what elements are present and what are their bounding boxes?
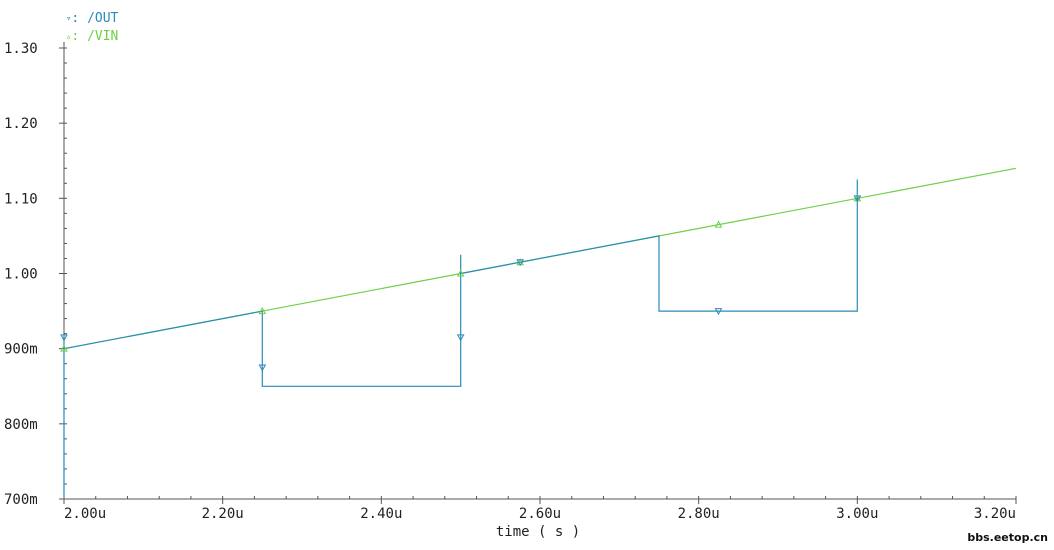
- out-marker: [516, 259, 525, 267]
- axes: 700m 800m 900m 1.00 1.10 1.20 1.30 2.00u 2.20u 2.…: [4, 41, 1017, 540]
- legend-marker-vin-icon: ▵: [66, 32, 72, 42]
- y-tick-label: 900m: [4, 342, 38, 358]
- x-tick-label: 2.60u: [519, 506, 561, 522]
- x-tick-label: 2.20u: [202, 506, 244, 522]
- out-marker: [714, 308, 723, 316]
- out-marker: [853, 195, 862, 203]
- legend-label-vin: /VIN: [87, 29, 119, 44]
- x-tick-label: 2.00u: [64, 506, 106, 522]
- y-tick-label: 1.10: [4, 191, 38, 207]
- series-layer: [63, 167, 1017, 499]
- x-tick-label: 2.40u: [360, 506, 402, 522]
- legend-marker-out-icon: ▿: [66, 14, 72, 24]
- marker-layer: [60, 194, 862, 372]
- y-tick-label: 700m: [4, 492, 38, 508]
- legend-label-out: /OUT: [87, 11, 119, 26]
- vin-marker: [456, 269, 465, 277]
- series-line-out: [63, 179, 858, 499]
- legend-entry-vin: ▵: /VIN: [66, 28, 118, 46]
- y-tick-label: 800m: [4, 417, 38, 433]
- legend-entry-out: ▿: /OUT: [66, 10, 118, 28]
- y-tick-label: 1.20: [4, 116, 38, 132]
- vin-marker: [60, 344, 68, 352]
- y-tick-label: 1.30: [4, 41, 38, 57]
- legend-sep-vin: :: [71, 29, 88, 44]
- vin-marker: [714, 220, 723, 228]
- legend-sep-out: :: [71, 11, 88, 26]
- vin-marker: [258, 307, 267, 315]
- x-axis-title: time ( s ): [496, 524, 580, 540]
- y-tick-label: 1.00: [4, 267, 38, 283]
- x-tick-label: 3.20u: [974, 506, 1016, 522]
- out-marker: [60, 334, 68, 342]
- out-marker: [456, 334, 465, 342]
- x-tick-label: 2.80u: [678, 506, 720, 522]
- out-marker: [258, 364, 267, 372]
- x-tick-label: 3.00u: [836, 506, 878, 522]
- watermark: bbs.eetop.cn: [967, 531, 1048, 544]
